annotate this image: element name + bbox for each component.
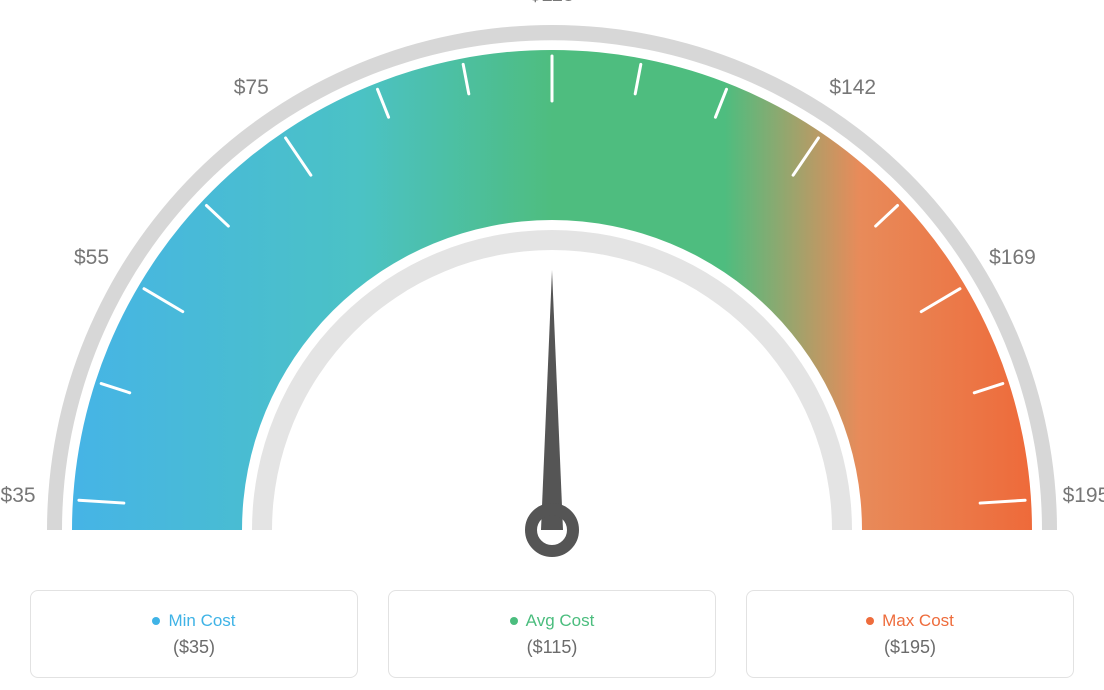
legend-label: Avg Cost: [526, 611, 595, 631]
gauge-tick-label: $115: [529, 0, 574, 7]
legend-label: Min Cost: [168, 611, 235, 631]
gauge-tick-label: $195: [1063, 484, 1104, 508]
legend-dot-icon: [866, 617, 874, 625]
legend-row: Min Cost ($35) Avg Cost ($115) Max Cost ($195…: [0, 590, 1104, 690]
legend-card: Avg Cost ($115): [388, 590, 716, 678]
gauge-tick-label: $55: [74, 246, 109, 270]
legend-value: ($35): [173, 637, 215, 658]
legend-label-row: Avg Cost: [510, 611, 595, 631]
gauge-tick-label: $142: [829, 76, 876, 100]
gauge-tick-label: $35: [1, 484, 36, 508]
legend-card: Min Cost ($35): [30, 590, 358, 678]
gauge-needle: [541, 270, 563, 530]
cost-gauge-chart: $35 $55 $75 $115 $142 $169 $195 Min Cost ($35) A…: [0, 0, 1104, 690]
legend-dot-icon: [152, 617, 160, 625]
gauge-tick-label: $75: [234, 76, 269, 100]
gauge-svg: [0, 0, 1104, 570]
legend-label: Max Cost: [882, 611, 954, 631]
legend-label-row: Min Cost: [152, 611, 235, 631]
legend-label-row: Max Cost: [866, 611, 954, 631]
gauge-tick-label: $169: [989, 246, 1036, 270]
legend-dot-icon: [510, 617, 518, 625]
gauge-area: $35 $55 $75 $115 $142 $169 $195: [0, 0, 1104, 570]
legend-value: ($195): [884, 637, 936, 658]
legend-card: Max Cost ($195): [746, 590, 1074, 678]
legend-value: ($115): [527, 637, 578, 658]
